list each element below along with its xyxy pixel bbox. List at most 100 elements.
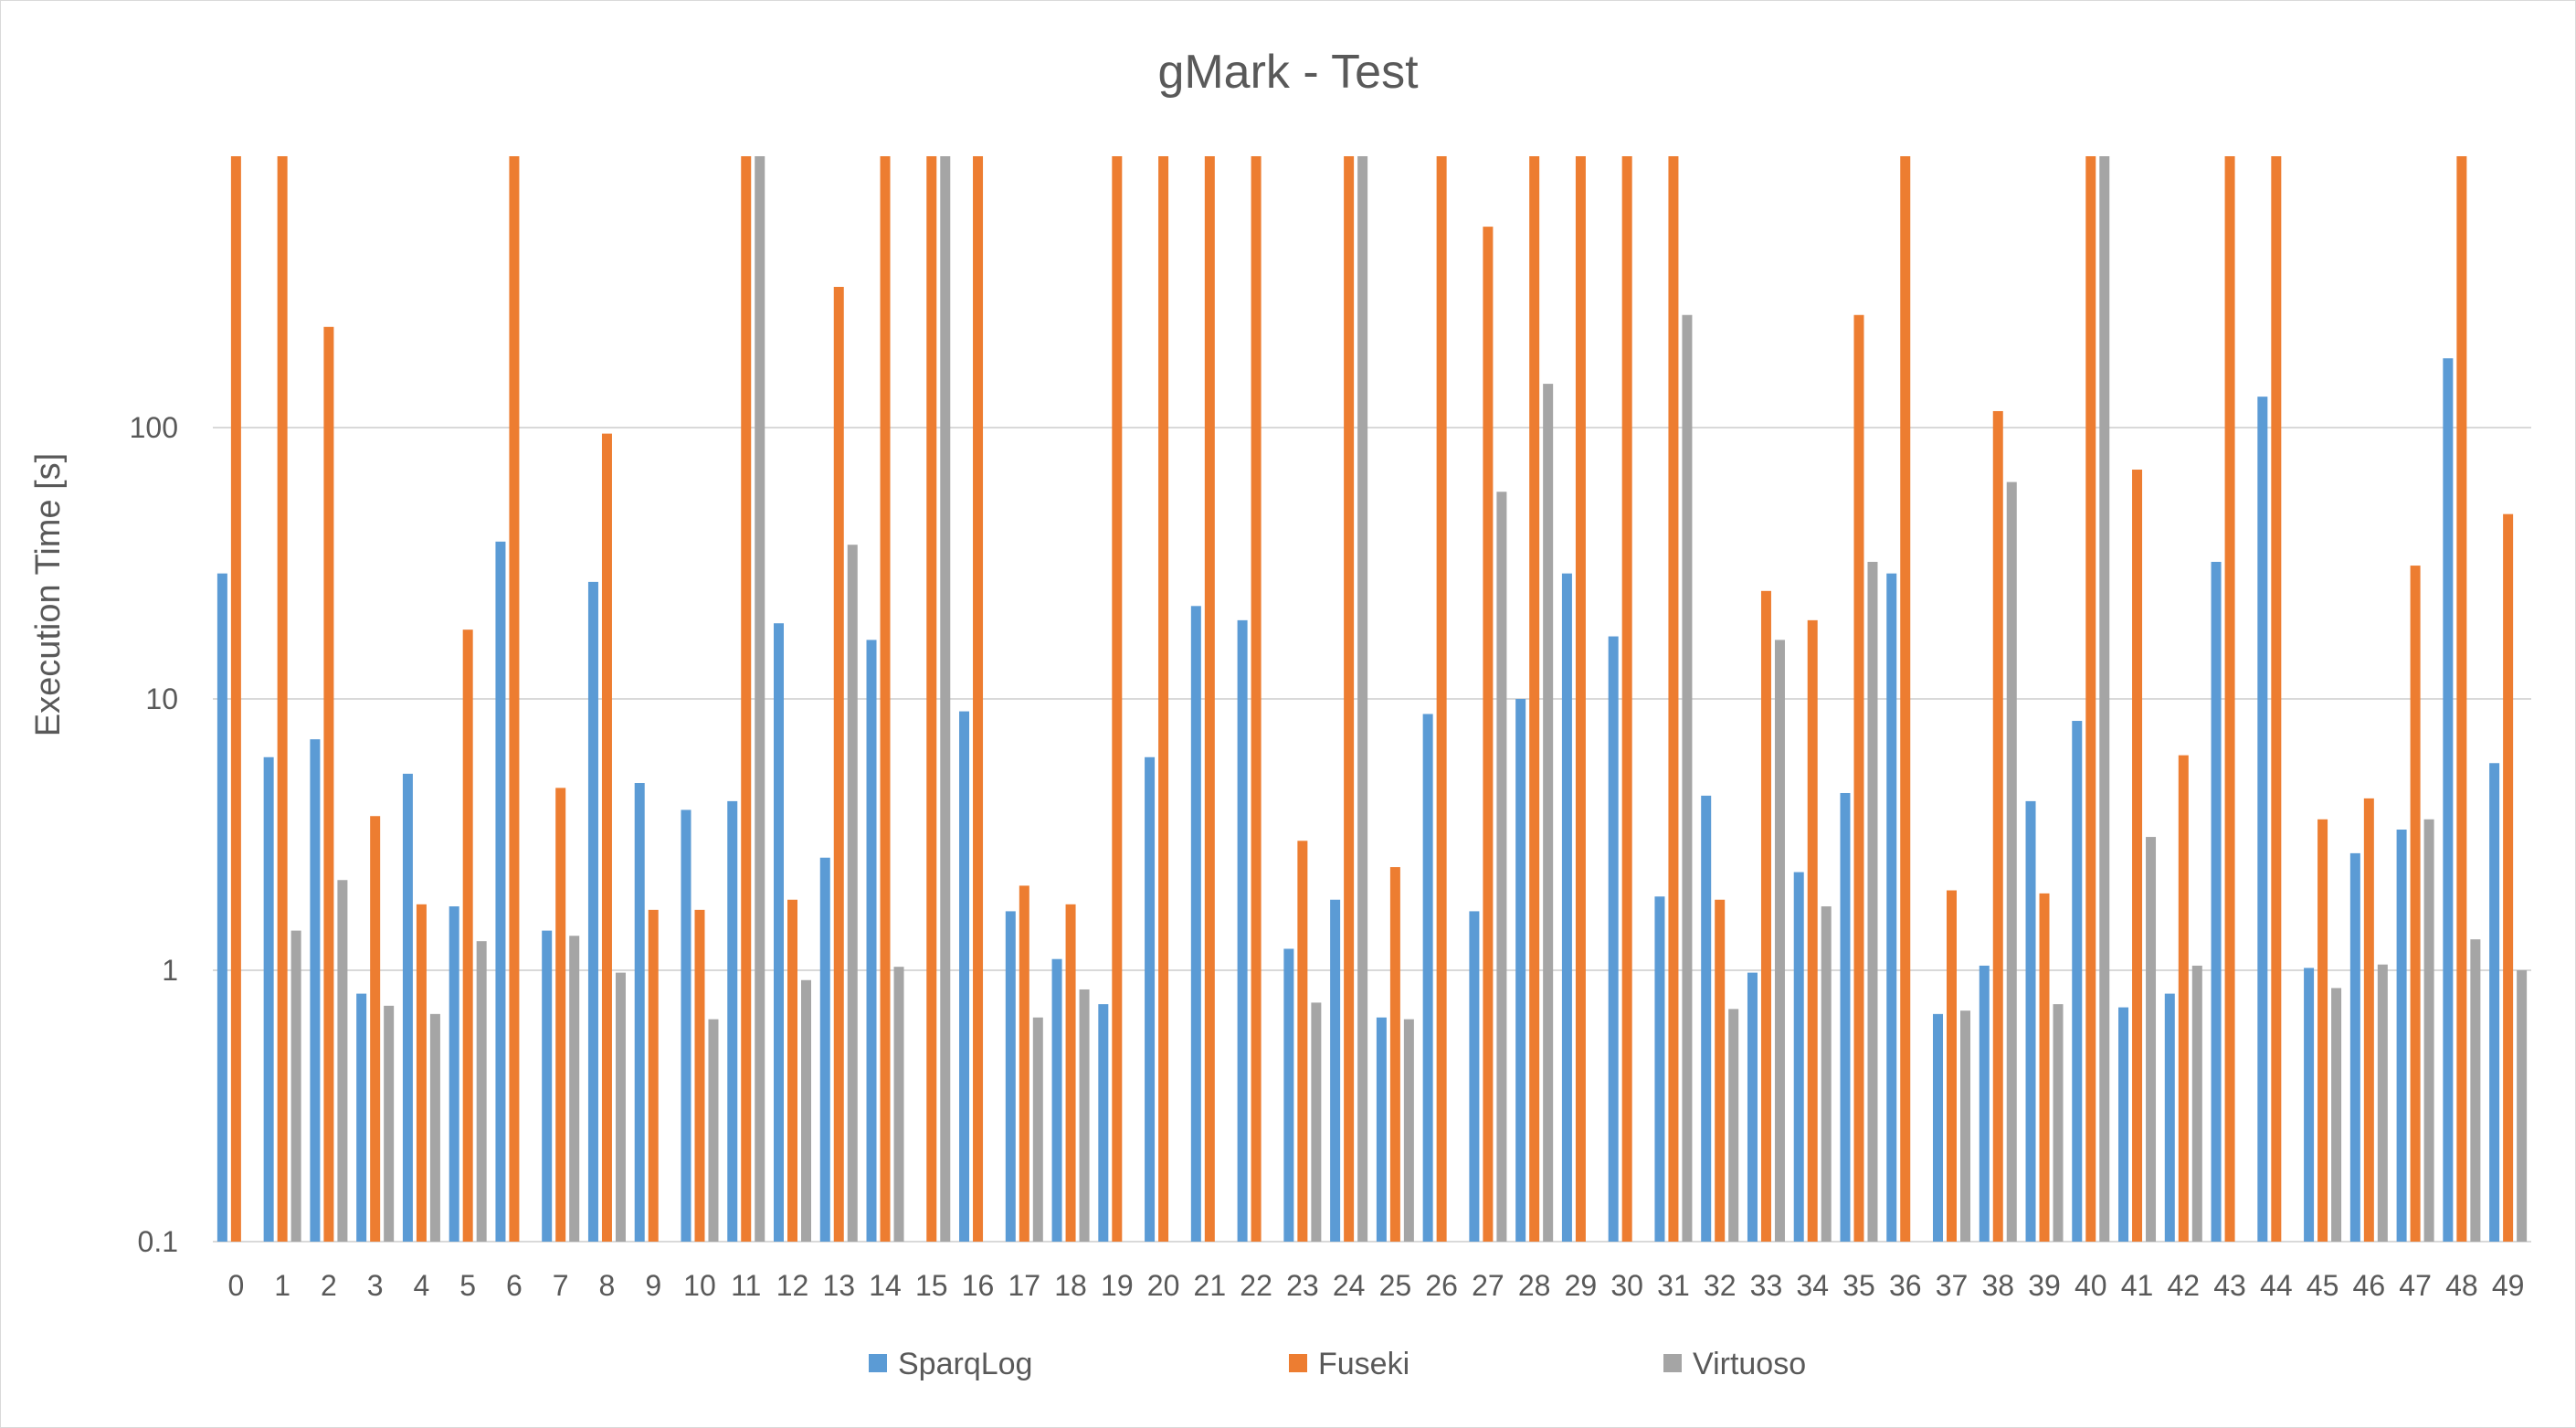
x-tick-label: 4 bbox=[414, 1269, 430, 1302]
x-tick-label: 26 bbox=[1425, 1269, 1458, 1302]
bar-virtuoso-12 bbox=[801, 979, 811, 1242]
bar-sparqlog-16 bbox=[959, 711, 970, 1242]
bar-sparqlog-35 bbox=[1840, 792, 1851, 1242]
x-tick-label: 16 bbox=[962, 1269, 995, 1302]
bar-fuseki-10 bbox=[694, 909, 705, 1242]
bar-virtuoso-11 bbox=[755, 156, 765, 1242]
x-tick-label: 25 bbox=[1379, 1269, 1412, 1302]
bar-virtuoso-31 bbox=[1682, 314, 1693, 1242]
bar-sparqlog-1 bbox=[263, 756, 274, 1242]
x-tick-label: 36 bbox=[1889, 1269, 1922, 1302]
bar-virtuoso-27 bbox=[1496, 492, 1507, 1242]
bar-fuseki-33 bbox=[1760, 590, 1771, 1242]
bar-fuseki-43 bbox=[2224, 156, 2235, 1242]
bar-virtuoso-1 bbox=[290, 930, 301, 1242]
bar-fuseki-45 bbox=[2317, 819, 2328, 1242]
bar-sparqlog-45 bbox=[2304, 968, 2315, 1242]
bar-fuseki-18 bbox=[1065, 904, 1076, 1242]
bar-virtuoso-38 bbox=[2006, 481, 2017, 1242]
bar-fuseki-34 bbox=[1807, 619, 1818, 1242]
bar-fuseki-42 bbox=[2178, 755, 2189, 1242]
bar-sparqlog-40 bbox=[2072, 721, 2083, 1242]
bar-sparqlog-4 bbox=[402, 773, 413, 1242]
bar-virtuoso-34 bbox=[1821, 906, 1832, 1242]
bar-fuseki-32 bbox=[1715, 899, 1726, 1242]
bar-sparqlog-41 bbox=[2118, 1007, 2129, 1242]
bar-fuseki-39 bbox=[2039, 893, 2050, 1242]
bar-fuseki-31 bbox=[1668, 156, 1679, 1242]
bar-fuseki-7 bbox=[555, 788, 566, 1242]
x-axis-ticks: 0 1 2 3 4 5 6 7 8 9 10 11 12 13 14 15 16 17 18 19 20 21 22 23 24… bbox=[227, 1269, 2524, 1302]
bar-virtuoso-7 bbox=[569, 936, 580, 1242]
x-tick-label: 49 bbox=[2492, 1269, 2525, 1302]
bar-virtuoso-42 bbox=[2191, 965, 2202, 1242]
x-tick-label: 37 bbox=[1936, 1269, 1969, 1302]
bar-fuseki-22 bbox=[1251, 156, 1262, 1242]
bar-fuseki-20 bbox=[1158, 156, 1169, 1242]
x-tick-label: 20 bbox=[1147, 1269, 1180, 1302]
x-tick-label: 10 bbox=[683, 1269, 716, 1302]
bar-sparqlog-0 bbox=[216, 573, 227, 1242]
bar-sparqlog-36 bbox=[1886, 573, 1897, 1242]
x-tick-label: 22 bbox=[1240, 1269, 1272, 1302]
bar-fuseki-14 bbox=[880, 156, 891, 1242]
bar-virtuoso-13 bbox=[847, 545, 858, 1242]
legend-label-sparqlog: SparqLog bbox=[898, 1347, 1032, 1381]
x-tick-label: 33 bbox=[1750, 1269, 1783, 1302]
x-tick-label: 38 bbox=[1981, 1269, 2014, 1302]
bar-fuseki-46 bbox=[2363, 798, 2374, 1242]
bar-virtuoso-35 bbox=[1867, 561, 1878, 1242]
bar-sparqlog-19 bbox=[1098, 1004, 1109, 1242]
bar-fuseki-47 bbox=[2410, 566, 2421, 1242]
bar-fuseki-49 bbox=[2503, 513, 2514, 1242]
y-tick-label: 100 bbox=[130, 411, 178, 444]
bar-sparqlog-34 bbox=[1793, 872, 1804, 1242]
bar-fuseki-2 bbox=[323, 326, 334, 1242]
bar-sparqlog-10 bbox=[681, 809, 692, 1242]
x-tick-label: 47 bbox=[2399, 1269, 2432, 1302]
x-tick-label: 18 bbox=[1054, 1269, 1087, 1302]
x-tick-label: 40 bbox=[2075, 1269, 2107, 1302]
x-tick-label: 29 bbox=[1565, 1269, 1598, 1302]
bar-sparqlog-49 bbox=[2489, 763, 2500, 1242]
bar-sparqlog-17 bbox=[1005, 911, 1016, 1242]
bar-sparqlog-5 bbox=[449, 906, 459, 1242]
bar-sparqlog-31 bbox=[1654, 896, 1665, 1242]
x-tick-label: 0 bbox=[227, 1269, 244, 1302]
bar-virtuoso-4 bbox=[429, 1013, 440, 1242]
bar-sparqlog-26 bbox=[1422, 714, 1433, 1242]
bar-sparqlog-20 bbox=[1145, 756, 1156, 1242]
bar-virtuoso-39 bbox=[2053, 1004, 2064, 1242]
legend-label-fuseki: Fuseki bbox=[1318, 1347, 1409, 1381]
bar-fuseki-9 bbox=[648, 909, 659, 1242]
bar-fuseki-3 bbox=[370, 816, 381, 1242]
bar-sparqlog-30 bbox=[1608, 636, 1619, 1242]
x-tick-label: 15 bbox=[915, 1269, 948, 1302]
legend-swatch-sparqlog bbox=[869, 1354, 887, 1372]
bar-virtuoso-18 bbox=[1079, 989, 1090, 1242]
bar-virtuoso-45 bbox=[2331, 988, 2342, 1242]
bars bbox=[216, 156, 2528, 1243]
bar-virtuoso-10 bbox=[708, 1019, 719, 1242]
bar-sparqlog-13 bbox=[819, 857, 830, 1242]
x-tick-label: 24 bbox=[1333, 1269, 1366, 1302]
bar-fuseki-12 bbox=[787, 899, 797, 1242]
y-axis-ticks: 0.1 1 10 100 bbox=[130, 411, 178, 1258]
bar-fuseki-17 bbox=[1019, 885, 1029, 1242]
x-tick-label: 44 bbox=[2260, 1269, 2293, 1302]
bar-virtuoso-8 bbox=[615, 972, 626, 1242]
y-tick-label: 0.1 bbox=[138, 1225, 178, 1258]
bar-sparqlog-14 bbox=[866, 640, 877, 1242]
bar-fuseki-30 bbox=[1621, 156, 1632, 1242]
x-tick-label: 3 bbox=[367, 1269, 384, 1302]
bar-sparqlog-38 bbox=[1979, 965, 1990, 1242]
bar-sparqlog-8 bbox=[587, 581, 598, 1242]
chart-title: gMark - Test bbox=[1157, 46, 1419, 99]
x-tick-label: 41 bbox=[2121, 1269, 2154, 1302]
bar-virtuoso-28 bbox=[1543, 384, 1554, 1242]
x-tick-label: 7 bbox=[553, 1269, 569, 1302]
x-tick-label: 43 bbox=[2213, 1269, 2246, 1302]
bar-sparqlog-23 bbox=[1283, 948, 1294, 1242]
